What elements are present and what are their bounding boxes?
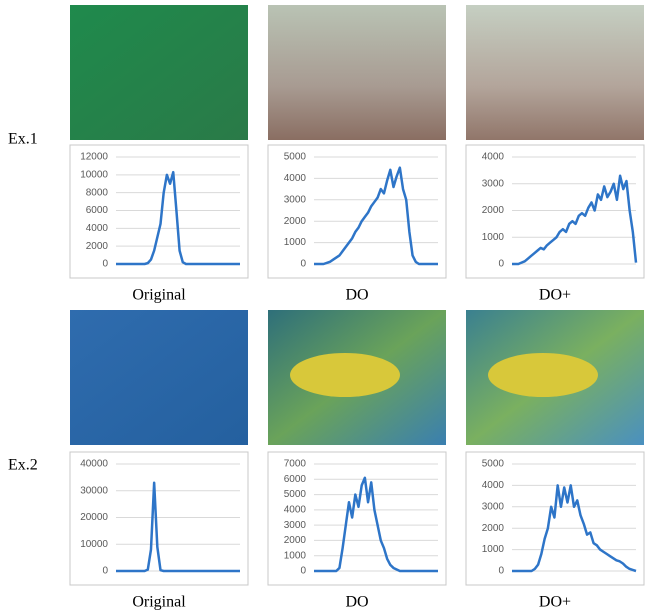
photo [70,310,248,445]
y-tick-label: 0 [300,566,306,577]
y-tick-label: 10000 [80,539,108,550]
photo [466,5,644,140]
x-axis-label: Original [132,594,186,611]
y-tick-label: 2000 [284,216,307,227]
y-tick-label: 6000 [86,205,109,216]
y-tick-label: 1000 [284,237,307,248]
histogram-line [512,484,637,573]
chart-frame [267,144,447,279]
row-label: Ex.2 [8,457,38,474]
y-tick-label: 5000 [284,152,307,163]
fish [290,353,400,397]
y-tick-label: 4000 [482,152,505,163]
histogram-line [512,174,638,266]
y-tick-label: 3000 [284,194,307,205]
y-tick-label: 30000 [80,485,108,496]
y-tick-label: 3000 [284,520,307,531]
y-tick-label: 2000 [482,205,505,216]
x-axis-label: Original [132,287,186,304]
x-axis-label: DO [345,287,368,304]
y-tick-label: 5000 [482,459,505,470]
row-label: Ex.1 [8,131,38,148]
chart-frame [465,144,645,279]
y-tick-label: 4000 [482,480,505,491]
x-axis-label: DO+ [539,594,571,611]
y-tick-label: 0 [498,259,504,270]
histogram-line [116,481,240,573]
chart-frame [267,451,447,586]
fish [488,353,598,397]
histogram-line [314,476,438,573]
y-tick-label: 4000 [86,223,109,234]
y-tick-label: 1000 [482,232,505,243]
x-axis-label: DO [345,594,368,611]
y-tick-label: 3000 [482,178,505,189]
y-tick-label: 12000 [80,152,108,163]
y-tick-label: 40000 [80,459,108,470]
y-tick-label: 10000 [80,169,108,180]
chart-frame [69,144,249,279]
y-tick-label: 0 [498,566,504,577]
x-axis-label: DO+ [539,287,571,304]
y-tick-label: 0 [300,259,306,270]
y-tick-label: 4000 [284,504,307,515]
histogram-line [116,170,240,266]
histogram-line [314,166,438,266]
y-tick-label: 4000 [284,173,307,184]
y-tick-label: 8000 [86,187,109,198]
y-tick-label: 6000 [284,474,307,485]
y-tick-label: 1000 [284,550,307,561]
y-tick-label: 2000 [482,523,505,534]
y-tick-label: 20000 [80,512,108,523]
y-tick-label: 2000 [86,241,109,252]
y-tick-label: 3000 [482,501,505,512]
photo [70,5,248,140]
y-tick-label: 0 [102,566,108,577]
y-tick-label: 7000 [284,459,307,470]
y-tick-label: 2000 [284,535,307,546]
y-tick-label: 1000 [482,544,505,555]
y-tick-label: 0 [102,259,108,270]
y-tick-label: 5000 [284,489,307,500]
photo [268,5,446,140]
